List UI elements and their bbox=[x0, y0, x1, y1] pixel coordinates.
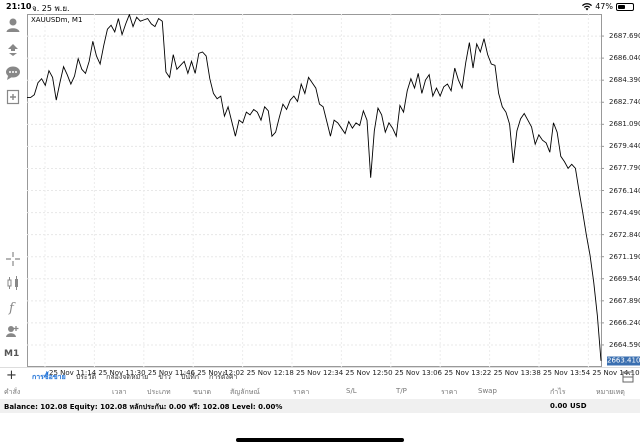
y-tick-label: 2671.190 bbox=[609, 252, 640, 261]
y-tick-label: 2682.740 bbox=[609, 98, 640, 107]
y-tick-label: 2679.440 bbox=[609, 142, 640, 151]
y-tick-label: 2684.390 bbox=[609, 76, 640, 85]
tab-settings[interactable]: การตั้งค่า bbox=[208, 373, 238, 381]
chart-area[interactable]: XAUUSDm, M1 2687.690 2686.040 2684.390 2682… bbox=[27, 14, 640, 377]
x-tick-label: 25 Nov 11:46 bbox=[147, 369, 195, 377]
balance-bar: Balance: 102.08 Equity: 102.08 หลักประกั… bbox=[0, 399, 640, 413]
y-tick-label: 2681.090 bbox=[609, 120, 640, 129]
x-tick-label: 25 Nov 11:30 bbox=[98, 369, 146, 377]
timeframe-label[interactable]: M1 bbox=[4, 349, 20, 359]
home-indicator bbox=[236, 438, 404, 442]
symbol-label: XAUUSDm, M1 bbox=[31, 16, 83, 24]
col-swap: Swap bbox=[478, 387, 497, 395]
x-tick-label: 25 Nov 13:22 bbox=[444, 369, 492, 377]
y-tick-label: 2686.040 bbox=[609, 54, 640, 63]
status-right: 47% bbox=[582, 2, 634, 11]
status-bar: 21:10 จ. 25 พ.ย. 47% bbox=[0, 0, 640, 14]
tab-history[interactable]: ประวัติ bbox=[75, 373, 97, 381]
tab-bar: + การซื้อขาย ประวัติ กล่องจดหมาย ข่าว บั… bbox=[0, 367, 640, 384]
col-profit: กำไร bbox=[550, 388, 566, 396]
x-tick-label: 25 Nov 13:54 bbox=[543, 369, 591, 377]
x-tick-label: 25 Nov 12:50 bbox=[345, 369, 393, 377]
chat-icon[interactable] bbox=[4, 64, 22, 82]
new-order-icon[interactable] bbox=[4, 88, 22, 106]
y-tick-label: 2667.890 bbox=[609, 296, 640, 305]
y-tick-label: 2669.540 bbox=[609, 274, 640, 283]
col-order: คำสั่ง bbox=[4, 388, 21, 396]
status-date: จ. 25 พ.ย. bbox=[32, 4, 70, 13]
col-comment: หมายเหตุ bbox=[596, 388, 625, 396]
currency: USD bbox=[570, 402, 587, 410]
total-profit: 0.00 bbox=[550, 402, 568, 410]
x-tick-label: 25 Nov 12:02 bbox=[197, 369, 245, 377]
x-tick-label: 25 Nov 14:10 bbox=[592, 369, 640, 377]
battery-percent: 47% bbox=[595, 2, 613, 11]
y-tick-label: 2677.790 bbox=[609, 164, 640, 173]
col-tp: T/P bbox=[396, 387, 407, 395]
price-line bbox=[27, 14, 602, 361]
col-price: ราคา bbox=[293, 388, 310, 396]
x-tick-label: 25 Nov 13:06 bbox=[394, 369, 442, 377]
column-header-row: คำสั่ง เวลา ประเภท ขนาด สัญลักษณ์ ราคา S… bbox=[0, 384, 640, 398]
x-tick-label: 25 Nov 13:38 bbox=[493, 369, 541, 377]
left-toolbar: f M1 bbox=[0, 14, 26, 388]
y-tick-label: 2687.690 bbox=[609, 32, 640, 41]
trade-icon[interactable] bbox=[4, 40, 22, 58]
crosshair-icon[interactable] bbox=[4, 250, 22, 268]
tab-journal[interactable]: บันทึก bbox=[180, 373, 199, 381]
candles-icon[interactable] bbox=[4, 274, 22, 292]
y-tick-label: 2676.140 bbox=[609, 186, 640, 195]
col-volume: ขนาด bbox=[193, 388, 212, 396]
status-time: 21:10 bbox=[6, 2, 32, 11]
y-tick-label: 2666.240 bbox=[609, 318, 640, 327]
x-tick-label: 25 Nov 12:18 bbox=[246, 369, 294, 377]
account-icon[interactable] bbox=[4, 16, 22, 34]
price-chart[interactable] bbox=[27, 14, 640, 367]
battery-icon bbox=[616, 2, 634, 11]
battery-fill bbox=[618, 4, 625, 9]
tab-trade[interactable]: การซื้อขาย bbox=[32, 373, 66, 381]
y-tick-label: 2664.590 bbox=[609, 340, 640, 349]
tab-news[interactable]: ข่าว bbox=[158, 373, 171, 381]
x-tick-label: 25 Nov 11:14 bbox=[49, 369, 97, 377]
col-symbol: สัญลักษณ์ bbox=[230, 388, 260, 396]
col-price-current: ราคา bbox=[441, 388, 458, 396]
col-type: ประเภท bbox=[147, 388, 171, 396]
x-tick-label: 25 Nov 12:34 bbox=[296, 369, 344, 377]
collapse-icon[interactable] bbox=[622, 371, 634, 383]
add-icon[interactable]: + bbox=[6, 368, 17, 383]
current-price-tag: 2663.410 bbox=[607, 356, 640, 366]
wifi-icon bbox=[582, 2, 593, 10]
y-tick-label: 2674.490 bbox=[609, 208, 640, 217]
svg-text:f: f bbox=[8, 301, 16, 315]
col-sl: S/L bbox=[346, 387, 357, 395]
tab-mailbox[interactable]: กล่องจดหมาย bbox=[106, 373, 149, 381]
objects-icon[interactable] bbox=[4, 322, 22, 340]
indicator-icon[interactable]: f bbox=[4, 298, 22, 316]
y-tick-label: 2672.840 bbox=[609, 230, 640, 239]
col-time: เวลา bbox=[112, 388, 127, 396]
tabs: การซื้อขาย ประวัติ กล่องจดหมาย ข่าว บันท… bbox=[32, 372, 237, 383]
balance-summary: Balance: 102.08 Equity: 102.08 หลักประกั… bbox=[4, 403, 283, 411]
